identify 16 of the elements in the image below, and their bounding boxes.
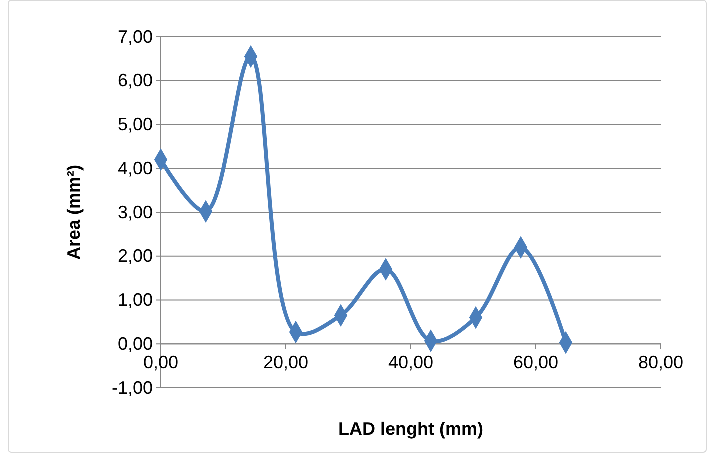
x-tick-label: 20,00 <box>263 352 309 372</box>
x-axis-title: LAD lenght (mm) <box>338 419 484 439</box>
y-tick-label: 1,00 <box>118 290 153 310</box>
y-tick-label: 5,00 <box>118 114 153 135</box>
x-tick-label: 60,00 <box>513 352 559 372</box>
y-tick-label: 3,00 <box>118 202 153 222</box>
y-tick-label: 6,00 <box>118 70 153 91</box>
x-tick-label: 0,00 <box>143 352 179 372</box>
y-tick-label: -1,00 <box>112 378 153 398</box>
x-tick-label: 40,00 <box>388 352 434 372</box>
y-tick-label: 0,00 <box>118 334 153 354</box>
x-tick-label: 80,00 <box>638 352 684 372</box>
y-tick-label: 4,00 <box>118 158 153 178</box>
y-tick-label: 2,00 <box>118 246 153 266</box>
y-tick-label: 7,00 <box>118 26 153 47</box>
y-axis-title: Area (mm²) <box>64 164 84 260</box>
